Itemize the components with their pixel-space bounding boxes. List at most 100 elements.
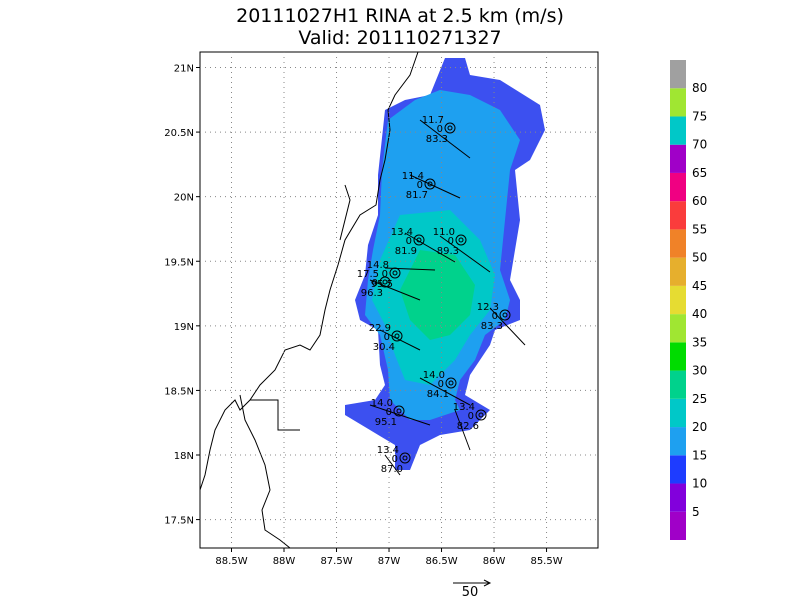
station-marker [444, 122, 456, 134]
station-label: 0 [384, 332, 390, 343]
station-marker [458, 237, 464, 243]
island [339, 184, 351, 241]
colorbar-box [670, 285, 686, 315]
title-line: Valid: 201110271327 [298, 27, 501, 49]
station-label: 11.7 [422, 115, 444, 126]
colorbar-box [670, 172, 686, 202]
station-label: 95.1 [375, 417, 397, 428]
station-label: 81.7 [406, 190, 428, 201]
wind-barb [439, 235, 491, 273]
station-label: 0 [468, 411, 474, 422]
station-marker [396, 408, 402, 414]
station-marker [394, 333, 400, 339]
colorbar-box [670, 60, 686, 89]
colorbar-box [670, 88, 686, 117]
station-label: 14.8 [367, 260, 389, 271]
colorbar-label: 75 [692, 109, 707, 123]
wind-barb [409, 174, 461, 199]
station-marker [416, 237, 422, 243]
station-marker [399, 452, 411, 464]
colorbar-label: 50 [692, 251, 707, 265]
colorbar-box [670, 370, 686, 399]
x-tick-label: 86W [483, 556, 506, 567]
station-marker [379, 276, 391, 288]
station-marker [382, 279, 388, 285]
reference-label: 50 [462, 585, 479, 600]
station-marker [502, 312, 508, 318]
station-marker [448, 380, 454, 386]
station-label: 87.0 [381, 464, 403, 475]
y-tick-label: 18N [174, 451, 194, 462]
station-label: 0 [437, 124, 443, 135]
colorbar-box [670, 455, 686, 484]
wind-barb [489, 307, 526, 346]
station-marker [447, 125, 453, 131]
map-frame [199, 51, 599, 549]
colorbar-box [670, 314, 686, 343]
colorbar-label: 60 [692, 194, 707, 208]
station-label: 0 [372, 278, 378, 289]
station-label: 22.9 [369, 323, 391, 334]
colorbar-label: 45 [692, 279, 707, 293]
colorbar-label: 40 [692, 307, 707, 321]
station-label: 82.6 [457, 421, 479, 432]
wind-swath [345, 58, 545, 470]
station-label: 11.4 [402, 171, 424, 182]
station-label: 14.0 [423, 370, 445, 381]
station-label: 13.4 [377, 445, 399, 456]
y-tick-label: 20.5N [164, 128, 194, 139]
colorbar-box [670, 201, 686, 230]
colorbar-box [670, 398, 686, 428]
wind-barb [419, 377, 471, 406]
colorbar-label: 70 [692, 138, 707, 152]
y-tick-label: 20N [174, 193, 194, 204]
station-marker [413, 234, 425, 246]
station-label: 89.3 [437, 246, 459, 257]
station-marker [475, 409, 487, 421]
wind-barb [384, 454, 401, 476]
station-label: 96.3 [361, 288, 383, 299]
colorbar-label: 15 [692, 448, 707, 462]
station-label: 17.5 [357, 269, 379, 280]
y-tick-label: 19N [174, 322, 194, 333]
station-marker [424, 178, 436, 190]
station-marker [445, 377, 457, 389]
station-label: 13.4 [453, 402, 475, 413]
wind-barb [454, 409, 471, 451]
x-tick-label: 86.5W [425, 556, 457, 567]
wind-barb [419, 119, 471, 159]
x-tick-label: 85.5W [530, 556, 562, 567]
colorbar-label: 5 [692, 505, 700, 519]
station-label: 11.0 [433, 227, 455, 238]
colorbar-label: 55 [692, 222, 707, 236]
colorbar-label: 65 [692, 166, 707, 180]
colorbar-label: 30 [692, 364, 707, 378]
station-label: 0 [438, 379, 444, 390]
station-marker [499, 309, 511, 321]
wind-barb [369, 404, 431, 426]
station-label: 0 [382, 269, 388, 280]
colorbar-label: 35 [692, 335, 707, 349]
station-marker [393, 405, 405, 417]
station-label: 0 [392, 454, 398, 465]
colorbar-box [670, 342, 686, 371]
station-marker [392, 270, 398, 276]
y-tick-label: 19.5N [164, 257, 194, 268]
station-marker [478, 412, 484, 418]
colorbar-label: 25 [692, 392, 707, 406]
station-marker [427, 181, 433, 187]
x-tick-label: 87W [378, 556, 401, 567]
colorbar-label: 10 [692, 477, 707, 491]
station-label: 84.1 [427, 389, 449, 400]
colorbar-box [670, 511, 686, 540]
station-label: 83.3 [426, 134, 448, 145]
station-marker [455, 234, 467, 246]
